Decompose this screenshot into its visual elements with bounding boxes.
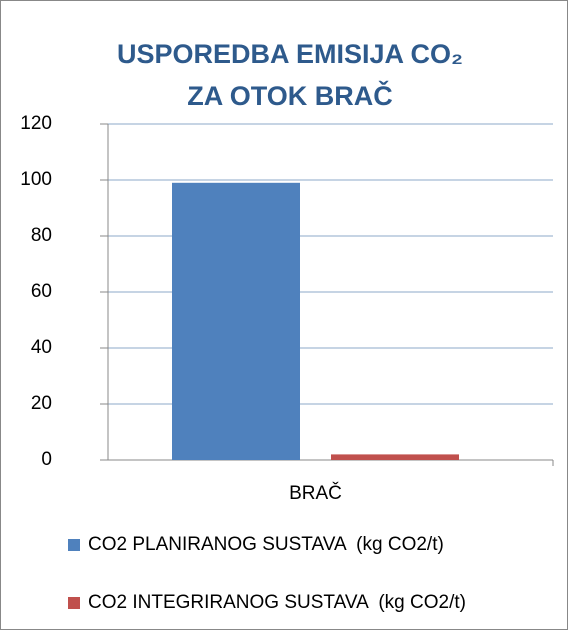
bar xyxy=(331,454,459,460)
y-tick-label: 60 xyxy=(31,281,52,302)
y-tick-label: 0 xyxy=(41,449,52,470)
y-tick-label: 40 xyxy=(31,337,52,358)
legend-label: CO2 PLANIRANOG SUSTAVA (kg CO2/t) xyxy=(88,534,444,555)
y-tick-label: 120 xyxy=(20,113,52,134)
legend-swatch xyxy=(68,539,80,551)
bar xyxy=(172,182,300,461)
legend-label: CO2 INTEGRIRANOG SUSTAVA (kg CO2/t) xyxy=(88,592,466,613)
legend-swatch xyxy=(68,597,80,609)
y-tick-label: 80 xyxy=(31,225,52,246)
chart-title: USPOREDBA EMISIJA CO₂ xyxy=(117,39,463,69)
y-tick-label: 20 xyxy=(31,393,52,414)
y-tick-label: 100 xyxy=(20,169,52,190)
x-tick-label: BRAČ xyxy=(289,482,342,504)
chart-title: ZA OTOK BRAČ xyxy=(187,80,393,111)
